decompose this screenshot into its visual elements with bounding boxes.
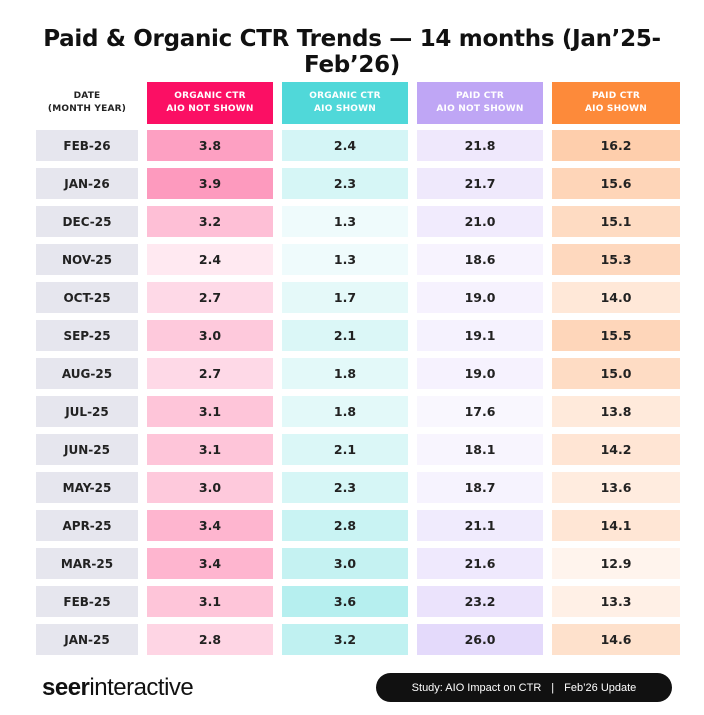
value-cell-paid-ctr-aio-shown: 15.5 [552, 320, 680, 351]
value-cell-organic-ctr-aio-shown: 3.6 [282, 586, 408, 617]
value-cell-organic-ctr-aio-not-shown: 3.0 [147, 472, 273, 503]
value-cell-paid-ctr-aio-not-shown: 19.0 [417, 282, 543, 313]
value-cell-organic-ctr-aio-shown: 1.3 [282, 206, 408, 237]
study-label: Study: AIO Impact on CTR [411, 681, 542, 694]
seer-interactive-logo: seerinteractive [42, 674, 194, 702]
value-cell-organic-ctr-aio-shown: 2.3 [282, 168, 408, 199]
date-cell: OCT-25 [36, 282, 138, 313]
value-cell-paid-ctr-aio-not-shown: 21.6 [417, 548, 543, 579]
value-cell-organic-ctr-aio-shown: 1.8 [282, 358, 408, 389]
date-cell: JUN-25 [36, 434, 138, 465]
header-line-1: ORGANIC CTR [174, 91, 246, 101]
value-cell-paid-ctr-aio-not-shown: 19.0 [417, 358, 543, 389]
value-cell-paid-ctr-aio-not-shown: 21.8 [417, 130, 543, 161]
header-organic-ctr-aio-not-shown: ORGANIC CTR AIO NOT SHOWN [147, 82, 273, 124]
header-line-2: AIO SHOWN [584, 104, 648, 114]
header-date: DATE (MONTH YEAR) [36, 82, 138, 124]
value-cell-paid-ctr-aio-not-shown: 18.7 [417, 472, 543, 503]
value-cell-paid-ctr-aio-not-shown: 17.6 [417, 396, 543, 427]
date-cell: MAR-25 [36, 548, 138, 579]
ctr-table: DATE (MONTH YEAR) ORGANIC CTR AIO NOT SHOWN… [36, 82, 680, 662]
value-cell-paid-ctr-aio-shown: 13.8 [552, 396, 680, 427]
date-cell: NOV-25 [36, 244, 138, 275]
value-cell-paid-ctr-aio-shown: 14.0 [552, 282, 680, 313]
value-cell-organic-ctr-aio-shown: 1.8 [282, 396, 408, 427]
header-line-1: PAID CTR [456, 91, 504, 101]
value-cell-paid-ctr-aio-shown: 13.3 [552, 586, 680, 617]
value-cell-organic-ctr-aio-not-shown: 3.0 [147, 320, 273, 351]
value-cell-organic-ctr-aio-not-shown: 3.8 [147, 130, 273, 161]
date-cell: FEB-25 [36, 586, 138, 617]
value-cell-paid-ctr-aio-not-shown: 18.1 [417, 434, 543, 465]
value-cell-organic-ctr-aio-not-shown: 3.1 [147, 396, 273, 427]
header-line-1: ORGANIC CTR [309, 91, 381, 101]
value-cell-organic-ctr-aio-not-shown: 3.1 [147, 434, 273, 465]
value-cell-paid-ctr-aio-shown: 13.6 [552, 472, 680, 503]
logo-bold-text: seer [42, 674, 90, 701]
date-cell: APR-25 [36, 510, 138, 541]
value-cell-organic-ctr-aio-not-shown: 2.7 [147, 358, 273, 389]
value-cell-paid-ctr-aio-shown: 15.0 [552, 358, 680, 389]
study-badge: Study: AIO Impact on CTR | Feb’26 Update [376, 673, 672, 702]
value-cell-organic-ctr-aio-not-shown: 2.7 [147, 282, 273, 313]
date-cell: FEB-26 [36, 130, 138, 161]
header-line-2: AIO SHOWN [313, 104, 377, 114]
value-cell-paid-ctr-aio-not-shown: 21.1 [417, 510, 543, 541]
value-cell-organic-ctr-aio-shown: 1.7 [282, 282, 408, 313]
badge-separator: | [551, 681, 555, 694]
header-line-1: DATE [73, 91, 101, 101]
header-line-2: AIO NOT SHOWN [436, 104, 524, 114]
value-cell-organic-ctr-aio-not-shown: 3.4 [147, 510, 273, 541]
value-cell-paid-ctr-aio-shown: 15.1 [552, 206, 680, 237]
date-cell: DEC-25 [36, 206, 138, 237]
value-cell-paid-ctr-aio-not-shown: 23.2 [417, 586, 543, 617]
header-line-1: PAID CTR [592, 91, 640, 101]
value-cell-organic-ctr-aio-not-shown: 2.4 [147, 244, 273, 275]
value-cell-organic-ctr-aio-not-shown: 3.1 [147, 586, 273, 617]
date-cell: JAN-26 [36, 168, 138, 199]
value-cell-organic-ctr-aio-not-shown: 3.2 [147, 206, 273, 237]
value-cell-paid-ctr-aio-not-shown: 21.7 [417, 168, 543, 199]
date-cell: JAN-25 [36, 624, 138, 655]
value-cell-paid-ctr-aio-shown: 15.3 [552, 244, 680, 275]
value-cell-paid-ctr-aio-shown: 14.2 [552, 434, 680, 465]
header-line-2: AIO NOT SHOWN [166, 104, 254, 114]
value-cell-paid-ctr-aio-not-shown: 26.0 [417, 624, 543, 655]
value-cell-paid-ctr-aio-not-shown: 18.6 [417, 244, 543, 275]
value-cell-organic-ctr-aio-shown: 2.3 [282, 472, 408, 503]
update-label: Feb’26 Update [564, 681, 637, 694]
chart-title: Paid & Organic CTR Trends — 14 months (J… [43, 26, 661, 78]
value-cell-organic-ctr-aio-shown: 1.3 [282, 244, 408, 275]
value-cell-organic-ctr-aio-not-shown: 2.8 [147, 624, 273, 655]
value-cell-organic-ctr-aio-shown: 2.8 [282, 510, 408, 541]
header-line-2: (MONTH YEAR) [47, 104, 127, 114]
value-cell-organic-ctr-aio-not-shown: 3.4 [147, 548, 273, 579]
value-cell-paid-ctr-aio-shown: 15.6 [552, 168, 680, 199]
value-cell-organic-ctr-aio-shown: 2.1 [282, 320, 408, 351]
value-cell-paid-ctr-aio-shown: 14.6 [552, 624, 680, 655]
value-cell-organic-ctr-aio-shown: 3.0 [282, 548, 408, 579]
value-cell-organic-ctr-aio-not-shown: 3.9 [147, 168, 273, 199]
header-paid-ctr-aio-shown: PAID CTR AIO SHOWN [552, 82, 680, 124]
value-cell-paid-ctr-aio-shown: 14.1 [552, 510, 680, 541]
date-cell: MAY-25 [36, 472, 138, 503]
value-cell-paid-ctr-aio-shown: 12.9 [552, 548, 680, 579]
date-cell: SEP-25 [36, 320, 138, 351]
value-cell-organic-ctr-aio-shown: 3.2 [282, 624, 408, 655]
value-cell-paid-ctr-aio-shown: 16.2 [552, 130, 680, 161]
value-cell-paid-ctr-aio-not-shown: 21.0 [417, 206, 543, 237]
value-cell-organic-ctr-aio-shown: 2.4 [282, 130, 408, 161]
date-cell: AUG-25 [36, 358, 138, 389]
header-paid-ctr-aio-not-shown: PAID CTR AIO NOT SHOWN [417, 82, 543, 124]
date-cell: JUL-25 [36, 396, 138, 427]
value-cell-paid-ctr-aio-not-shown: 19.1 [417, 320, 543, 351]
value-cell-organic-ctr-aio-shown: 2.1 [282, 434, 408, 465]
logo-rest-text: interactive [89, 674, 194, 701]
header-organic-ctr-aio-shown: ORGANIC CTR AIO SHOWN [282, 82, 408, 124]
